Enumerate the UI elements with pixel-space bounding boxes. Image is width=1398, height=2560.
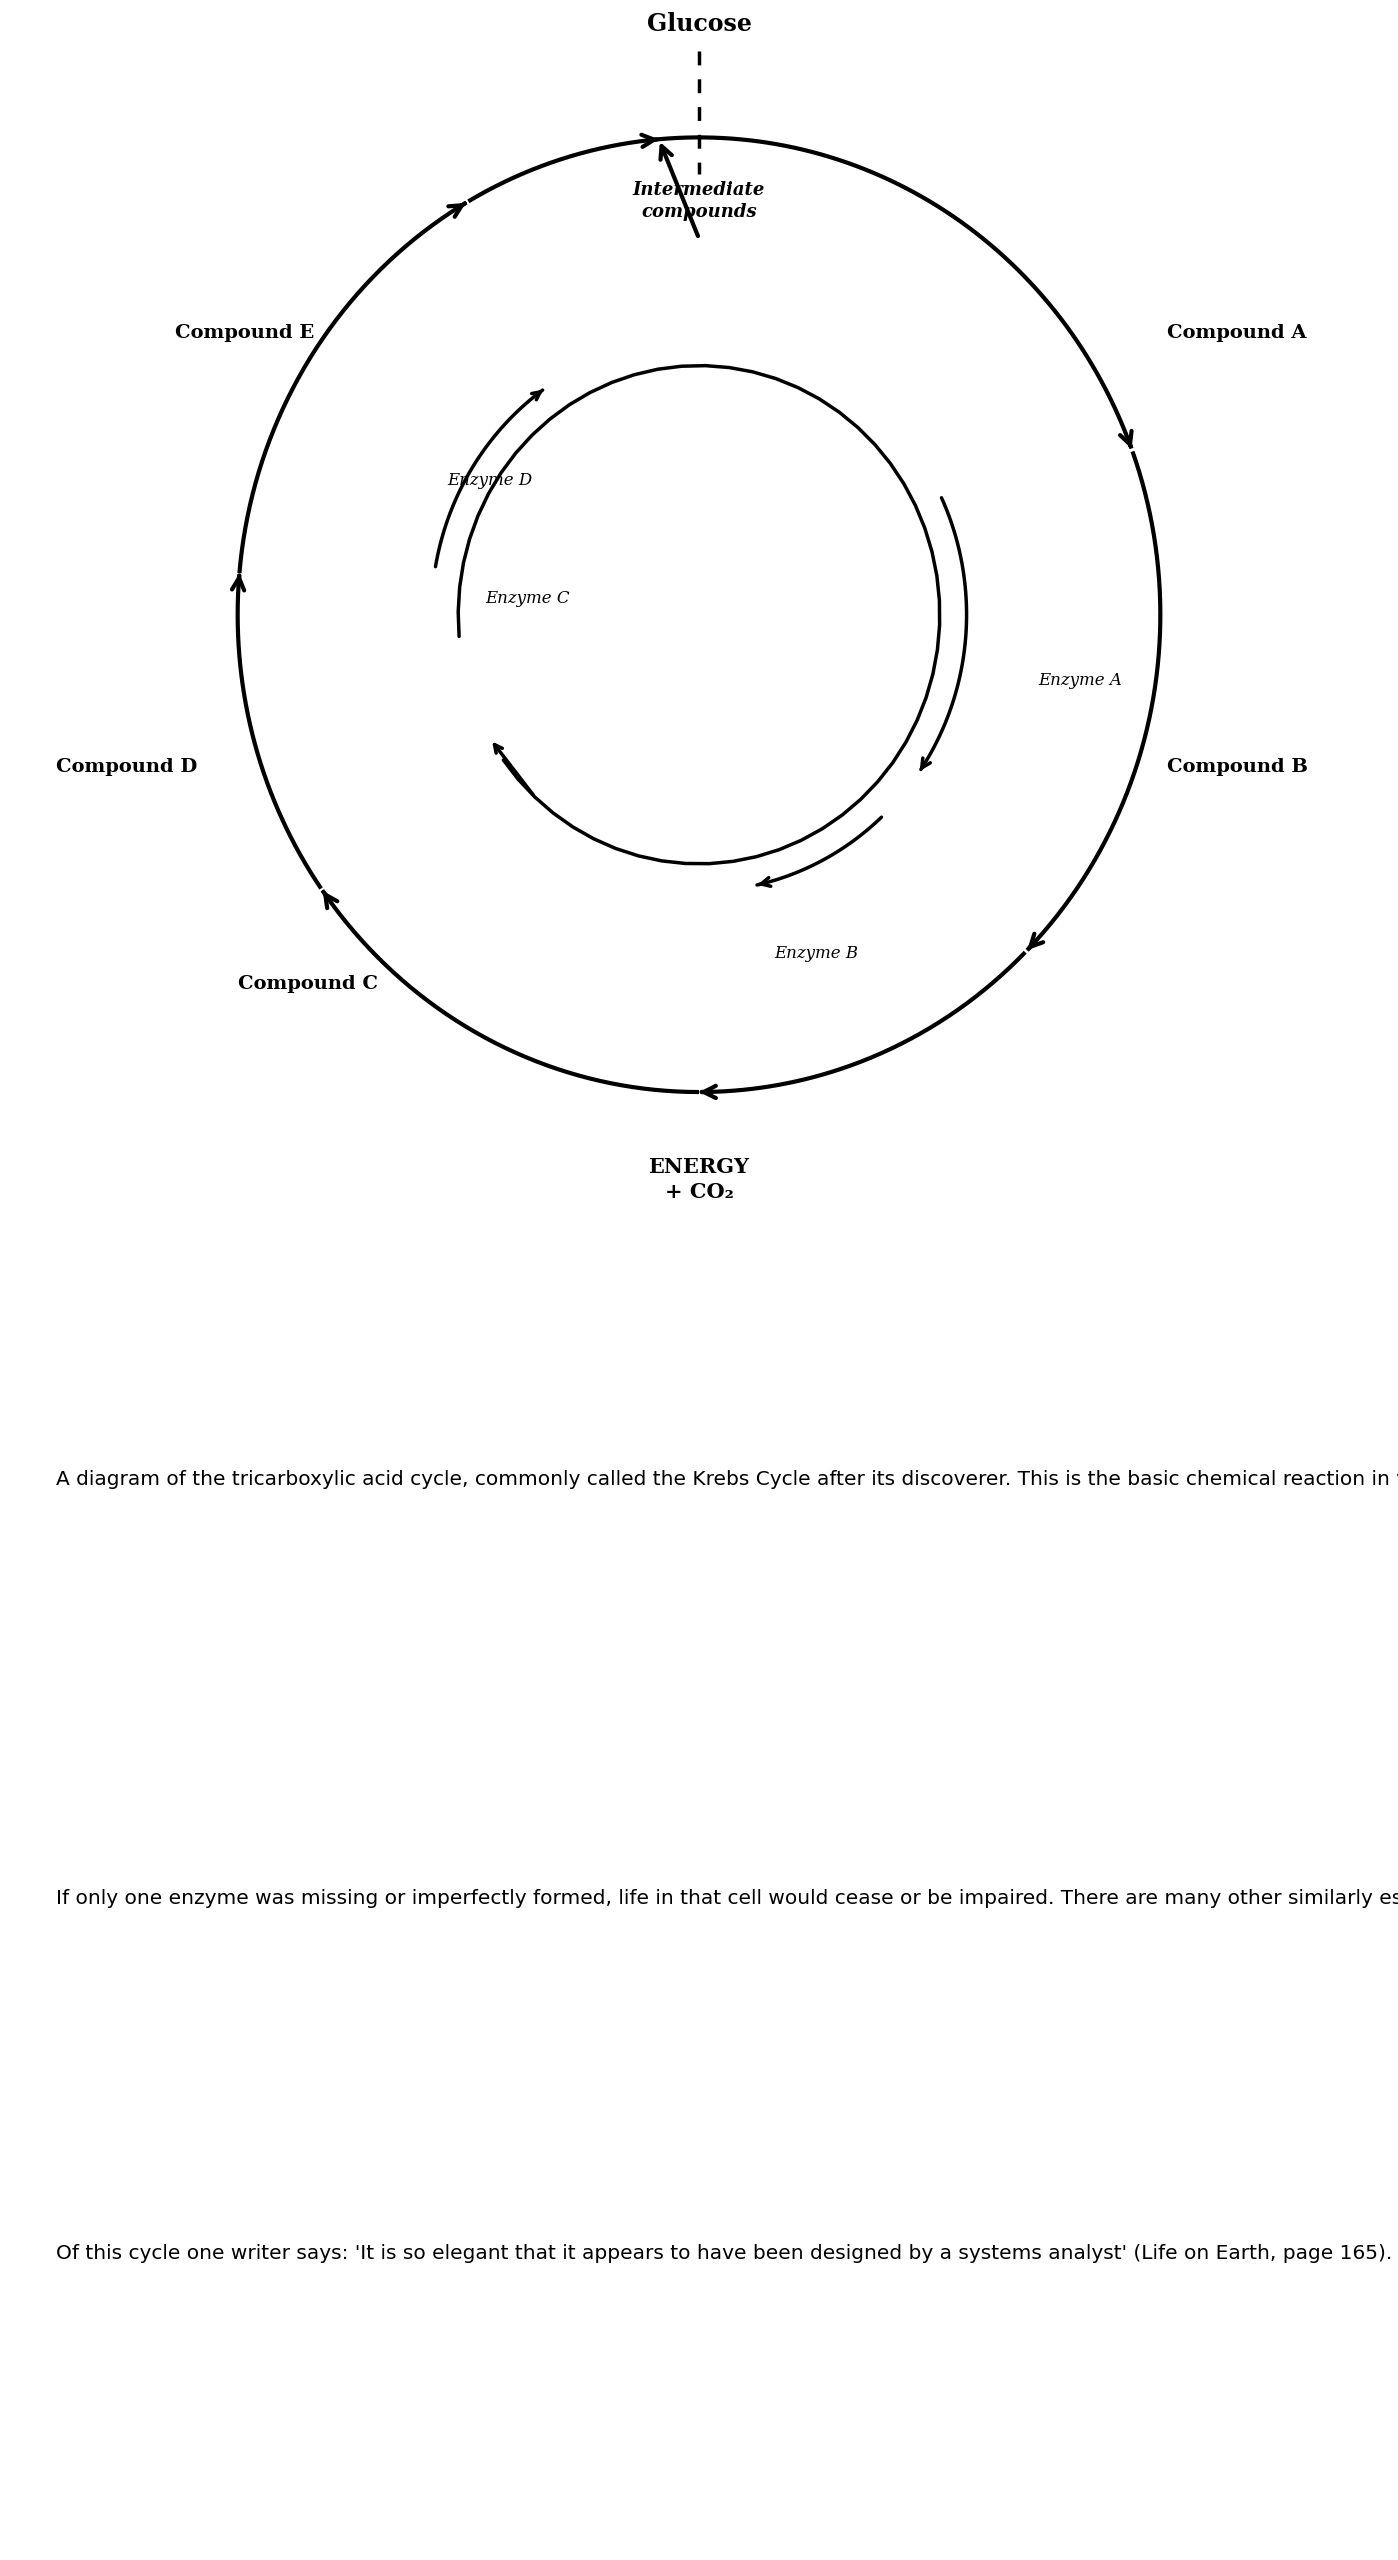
Text: Compound B: Compound B xyxy=(1167,758,1309,776)
Text: A diagram of the tricarboxylic acid cycle, commonly called the Krebs Cycle after: A diagram of the tricarboxylic acid cycl… xyxy=(56,1469,1398,1490)
Text: Compound E: Compound E xyxy=(175,323,315,340)
Text: Glucose: Glucose xyxy=(646,13,752,36)
Text: Intermediate
compounds: Intermediate compounds xyxy=(633,182,765,220)
Text: Of this cycle one writer says: 'It is so elegant that it appears to have been de: Of this cycle one writer says: 'It is so… xyxy=(56,2245,1392,2263)
Text: Enzyme A: Enzyme A xyxy=(1037,671,1121,689)
Text: Compound A: Compound A xyxy=(1167,323,1307,340)
Text: Compound D: Compound D xyxy=(56,758,197,776)
Text: ENERGY
+ CO₂: ENERGY + CO₂ xyxy=(649,1157,749,1203)
Text: Enzyme B: Enzyme B xyxy=(774,945,858,963)
Text: Compound C: Compound C xyxy=(238,975,377,993)
Text: If only one enzyme was missing or imperfectly formed, life in that cell would ce: If only one enzyme was missing or imperf… xyxy=(56,1889,1398,1907)
Text: Enzyme D: Enzyme D xyxy=(447,471,533,489)
Text: Enzyme C: Enzyme C xyxy=(485,591,569,607)
